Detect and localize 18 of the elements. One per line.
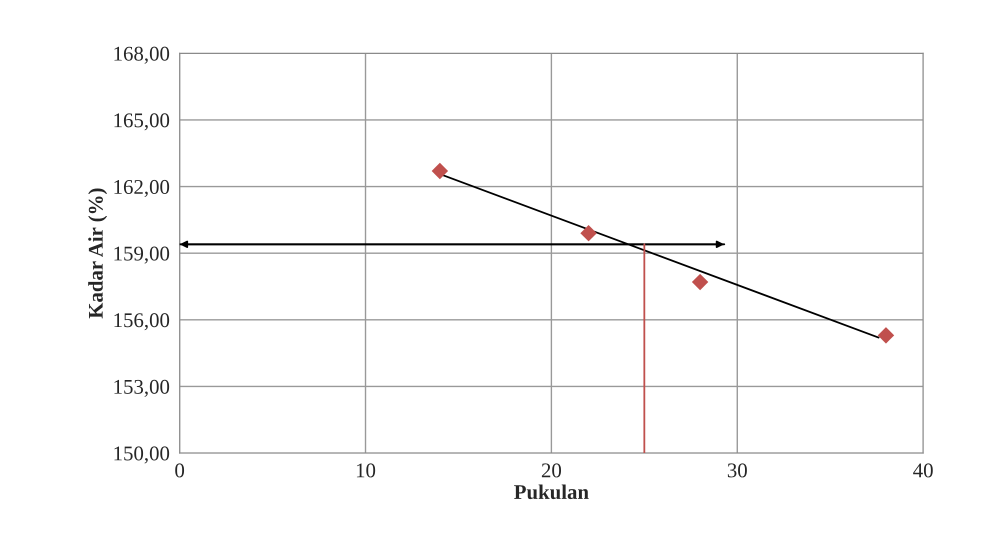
point [878,327,894,344]
y-tick-label: 153,00 [114,380,170,397]
x-tick-label: 30 [728,463,747,478]
y-tick-label: 168,00 [114,46,170,64]
x-tick-label: 20 [542,463,562,478]
y-tick-label: 165,00 [114,113,170,130]
y-axis-title: Kadar Air (%) [88,188,108,318]
x-tick-label: 10 [356,463,376,478]
y-tick-label: 150,00 [114,446,170,464]
y-tick-label: 162,00 [114,180,170,197]
point [692,274,708,290]
y-tick-label: 159,00 [114,246,170,264]
point [432,162,448,180]
x-tick-label: 40 [913,463,933,478]
point [580,224,597,242]
y-tick-label: 156,00 [114,313,170,330]
x-axis-title: Pukulan [514,484,589,500]
x-tick-label: 0 [175,463,184,478]
